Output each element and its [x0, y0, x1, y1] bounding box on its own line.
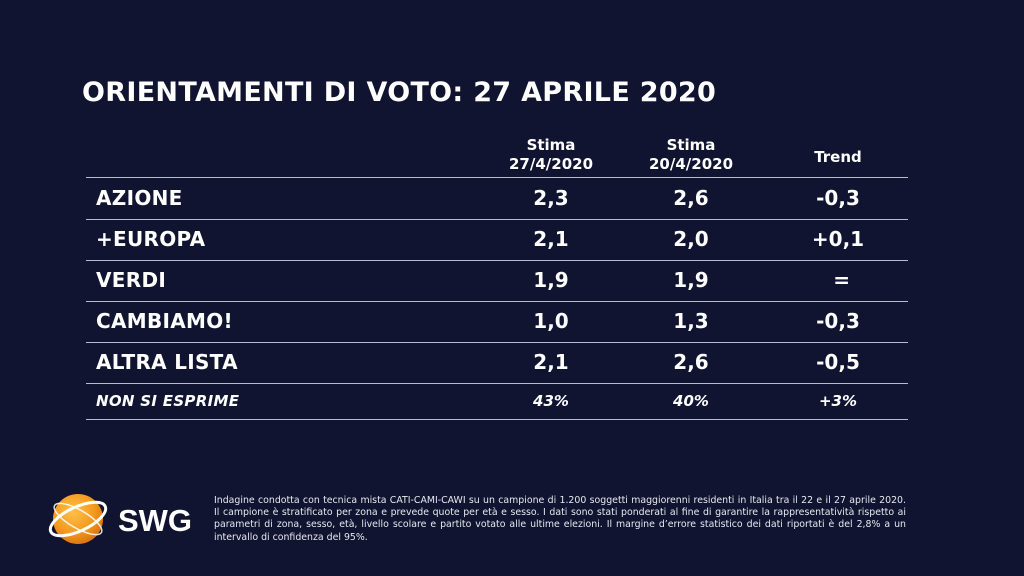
- swg-logo-graphic: SWG: [48, 494, 192, 544]
- column-header-line: Stima: [666, 136, 716, 154]
- estimate-current: 1,0: [533, 309, 569, 333]
- party-name: ALTRA LISTA: [96, 350, 238, 374]
- trend-value: -0,5: [816, 350, 860, 374]
- estimate-previous: 1,3: [673, 309, 709, 333]
- orbit-ring-icon: [53, 502, 103, 536]
- column-header-estimate-current: Stima 27/4/2020: [488, 136, 614, 174]
- column-header-line: 20/4/2020: [648, 155, 734, 173]
- column-header-line: Stima: [526, 136, 576, 154]
- party-name: CAMBIAMO!: [96, 309, 233, 333]
- globe-icon: [53, 494, 103, 544]
- column-header-line: 27/4/2020: [508, 155, 594, 173]
- party-name: +EUROPA: [96, 227, 206, 251]
- party-name: NON SI ESPRIME: [96, 392, 240, 410]
- logo-text: SWG: [118, 503, 192, 538]
- estimate-current: 1,9: [533, 268, 569, 292]
- party-name: VERDI: [96, 268, 167, 292]
- header-divider: [86, 177, 908, 178]
- party-name: AZIONE: [96, 186, 183, 210]
- estimate-previous: 2,6: [673, 350, 709, 374]
- trend-value: +0,1: [811, 227, 865, 251]
- trend-value: -0,3: [816, 186, 860, 210]
- table-row-cambiamo: CAMBIAMO! 1,0 1,3 -0,3: [86, 301, 908, 343]
- table-row-non-si-esprime: NON SI ESPRIME 43% 40% +3%: [86, 383, 908, 420]
- methodology-note: Indagine condotta con tecnica mista CATI…: [214, 495, 906, 543]
- swg-logo: SWG: [44, 488, 204, 550]
- estimate-previous: 2,6: [673, 186, 709, 210]
- estimate-previous: 2,0: [673, 227, 709, 251]
- orbit-ring-icon: [48, 500, 108, 538]
- estimate-current: 43%: [533, 392, 569, 410]
- estimate-previous: 1,9: [673, 268, 709, 292]
- trend-value: =: [833, 268, 850, 292]
- estimate-current: 2,3: [533, 186, 569, 210]
- column-header-trend: Trend: [814, 148, 862, 166]
- table-row-altra-lista: ALTRA LISTA 2,1 2,6 -0,5: [86, 342, 908, 384]
- page-title: ORIENTAMENTI DI VOTO: 27 APRILE 2020: [82, 77, 717, 108]
- estimate-current: 2,1: [533, 227, 569, 251]
- table-row-azione: AZIONE 2,3 2,6 -0,3: [86, 178, 908, 220]
- trend-value: -0,3: [816, 309, 860, 333]
- estimate-previous: 40%: [673, 392, 709, 410]
- table-row-europa: +EUROPA 2,1 2,0 +0,1: [86, 219, 908, 261]
- trend-value: +3%: [818, 392, 858, 410]
- column-header-estimate-previous: Stima 20/4/2020: [628, 136, 754, 174]
- estimate-current: 2,1: [533, 350, 569, 374]
- table-row-verdi: VERDI 1,9 1,9 =: [86, 260, 908, 302]
